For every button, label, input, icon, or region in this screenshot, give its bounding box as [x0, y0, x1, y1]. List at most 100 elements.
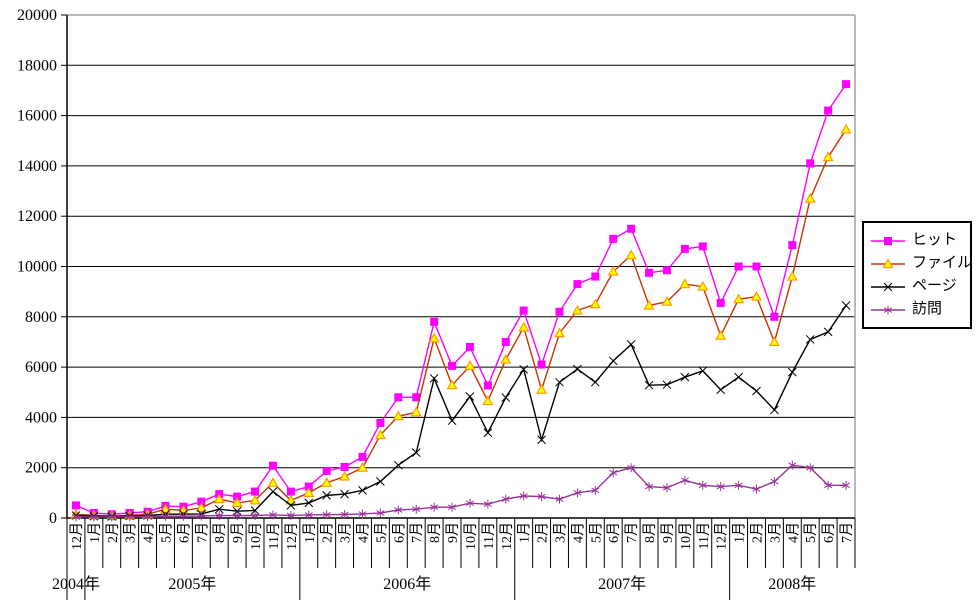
marker-triangle: [446, 379, 458, 390]
series-line: [75, 305, 847, 518]
marker-star: [179, 511, 188, 521]
marker-square: [501, 337, 510, 346]
marker-square: [555, 307, 564, 316]
marker-x: [787, 367, 797, 377]
marker-star: [161, 511, 170, 521]
legend-marker-icon: [871, 305, 905, 314]
marker-square: [698, 242, 707, 251]
marker-triangle: [589, 298, 601, 309]
y-axis-label: 6000: [25, 359, 57, 376]
marker-star: [233, 511, 242, 521]
x-axis-label: 8月: [212, 522, 228, 543]
legend-marker-icon: [871, 257, 905, 268]
marker-triangle: [356, 461, 369, 472]
x-axis-label: 10月: [248, 522, 264, 550]
x-axis-label: 7月: [409, 522, 425, 543]
marker-star: [483, 499, 492, 509]
marker-triangle: [213, 493, 225, 504]
year-label: 2005年: [168, 575, 216, 593]
marker-star: [734, 480, 743, 490]
marker-star: [376, 508, 385, 518]
marker-star: [537, 492, 546, 502]
marker-triangle: [882, 257, 894, 268]
x-axis-label: 11月: [481, 522, 497, 549]
x-axis-label: 7月: [839, 522, 855, 543]
marker-square: [716, 298, 725, 307]
marker-star: [447, 502, 457, 512]
x-axis-label: 5月: [803, 522, 819, 543]
x-axis-label: 6月: [821, 522, 837, 543]
year-label: 2007年: [598, 575, 646, 593]
x-axis-label: 3月: [767, 522, 783, 543]
marker-triangle: [625, 249, 637, 260]
marker-triangle: [482, 395, 494, 406]
marker-star: [609, 468, 618, 478]
marker-x: [805, 335, 815, 344]
marker-star: [806, 463, 815, 473]
marker-star: [519, 491, 528, 501]
marker-star: [304, 510, 313, 520]
series-line: [75, 83, 847, 515]
marker-triangle: [840, 123, 852, 134]
marker-star: [788, 460, 797, 470]
marker-star: [412, 504, 421, 514]
marker-star: [71, 512, 81, 522]
marker-x: [537, 435, 546, 445]
marker-x: [465, 392, 475, 401]
marker-square: [430, 317, 439, 326]
y-axis-label: 18000: [17, 57, 57, 74]
marker-star: [501, 494, 510, 504]
marker-star: [555, 494, 564, 504]
marker-triangle: [518, 321, 530, 332]
marker-triangle: [553, 327, 566, 338]
marker-x: [447, 416, 457, 426]
marker-triangle: [536, 384, 548, 394]
x-axis-label: 10月: [463, 522, 479, 550]
marker-square: [251, 487, 260, 496]
marker-star: [340, 509, 349, 519]
legend-item: ヒット: [870, 229, 966, 252]
x-axis-label: 10月: [678, 522, 694, 550]
x-axis-label: 4月: [356, 522, 372, 543]
x-axis-label: 3月: [553, 522, 569, 543]
marker-x: [823, 327, 833, 337]
marker-star: [644, 482, 654, 492]
marker-star: [268, 510, 278, 520]
marker-triangle: [464, 360, 476, 370]
marker-square: [591, 272, 600, 281]
legend-marker-icon: [871, 282, 905, 291]
x-axis-label: 12月: [69, 522, 85, 550]
x-axis-label: 12月: [714, 522, 730, 550]
x-axis-label: 2月: [320, 522, 336, 543]
x-axis-label: 3月: [338, 522, 354, 543]
marker-x: [680, 372, 690, 382]
marker-triangle: [715, 329, 727, 340]
marker-square: [376, 418, 385, 427]
marker-square: [340, 462, 349, 471]
marker-square: [573, 280, 582, 289]
marker-square: [519, 306, 528, 315]
marker-star: [698, 480, 707, 490]
marker-x: [376, 477, 385, 486]
marker-triangle: [195, 502, 207, 513]
legend-item: ページ: [870, 275, 966, 298]
legend-label: ファイル: [912, 255, 973, 271]
marker-square: [662, 266, 671, 275]
marker-x: [841, 301, 851, 310]
marker-square: [680, 244, 689, 253]
y-axis-label: 12000: [17, 208, 57, 225]
marker-square: [627, 224, 636, 233]
marker-star: [770, 477, 779, 487]
marker-triangle: [786, 270, 798, 281]
marker-square: [448, 361, 457, 370]
marker-triangle: [339, 470, 351, 481]
marker-star: [322, 510, 331, 520]
x-axis-label: 7月: [194, 522, 210, 543]
marker-square: [394, 393, 403, 402]
x-axis-label: 2月: [750, 522, 766, 543]
year-label: 2006年: [383, 575, 431, 593]
marker-triangle: [804, 192, 816, 203]
y-axis-label: 2000: [25, 460, 57, 477]
x-axis-label: 1月: [732, 522, 748, 543]
marker-x: [608, 356, 618, 366]
